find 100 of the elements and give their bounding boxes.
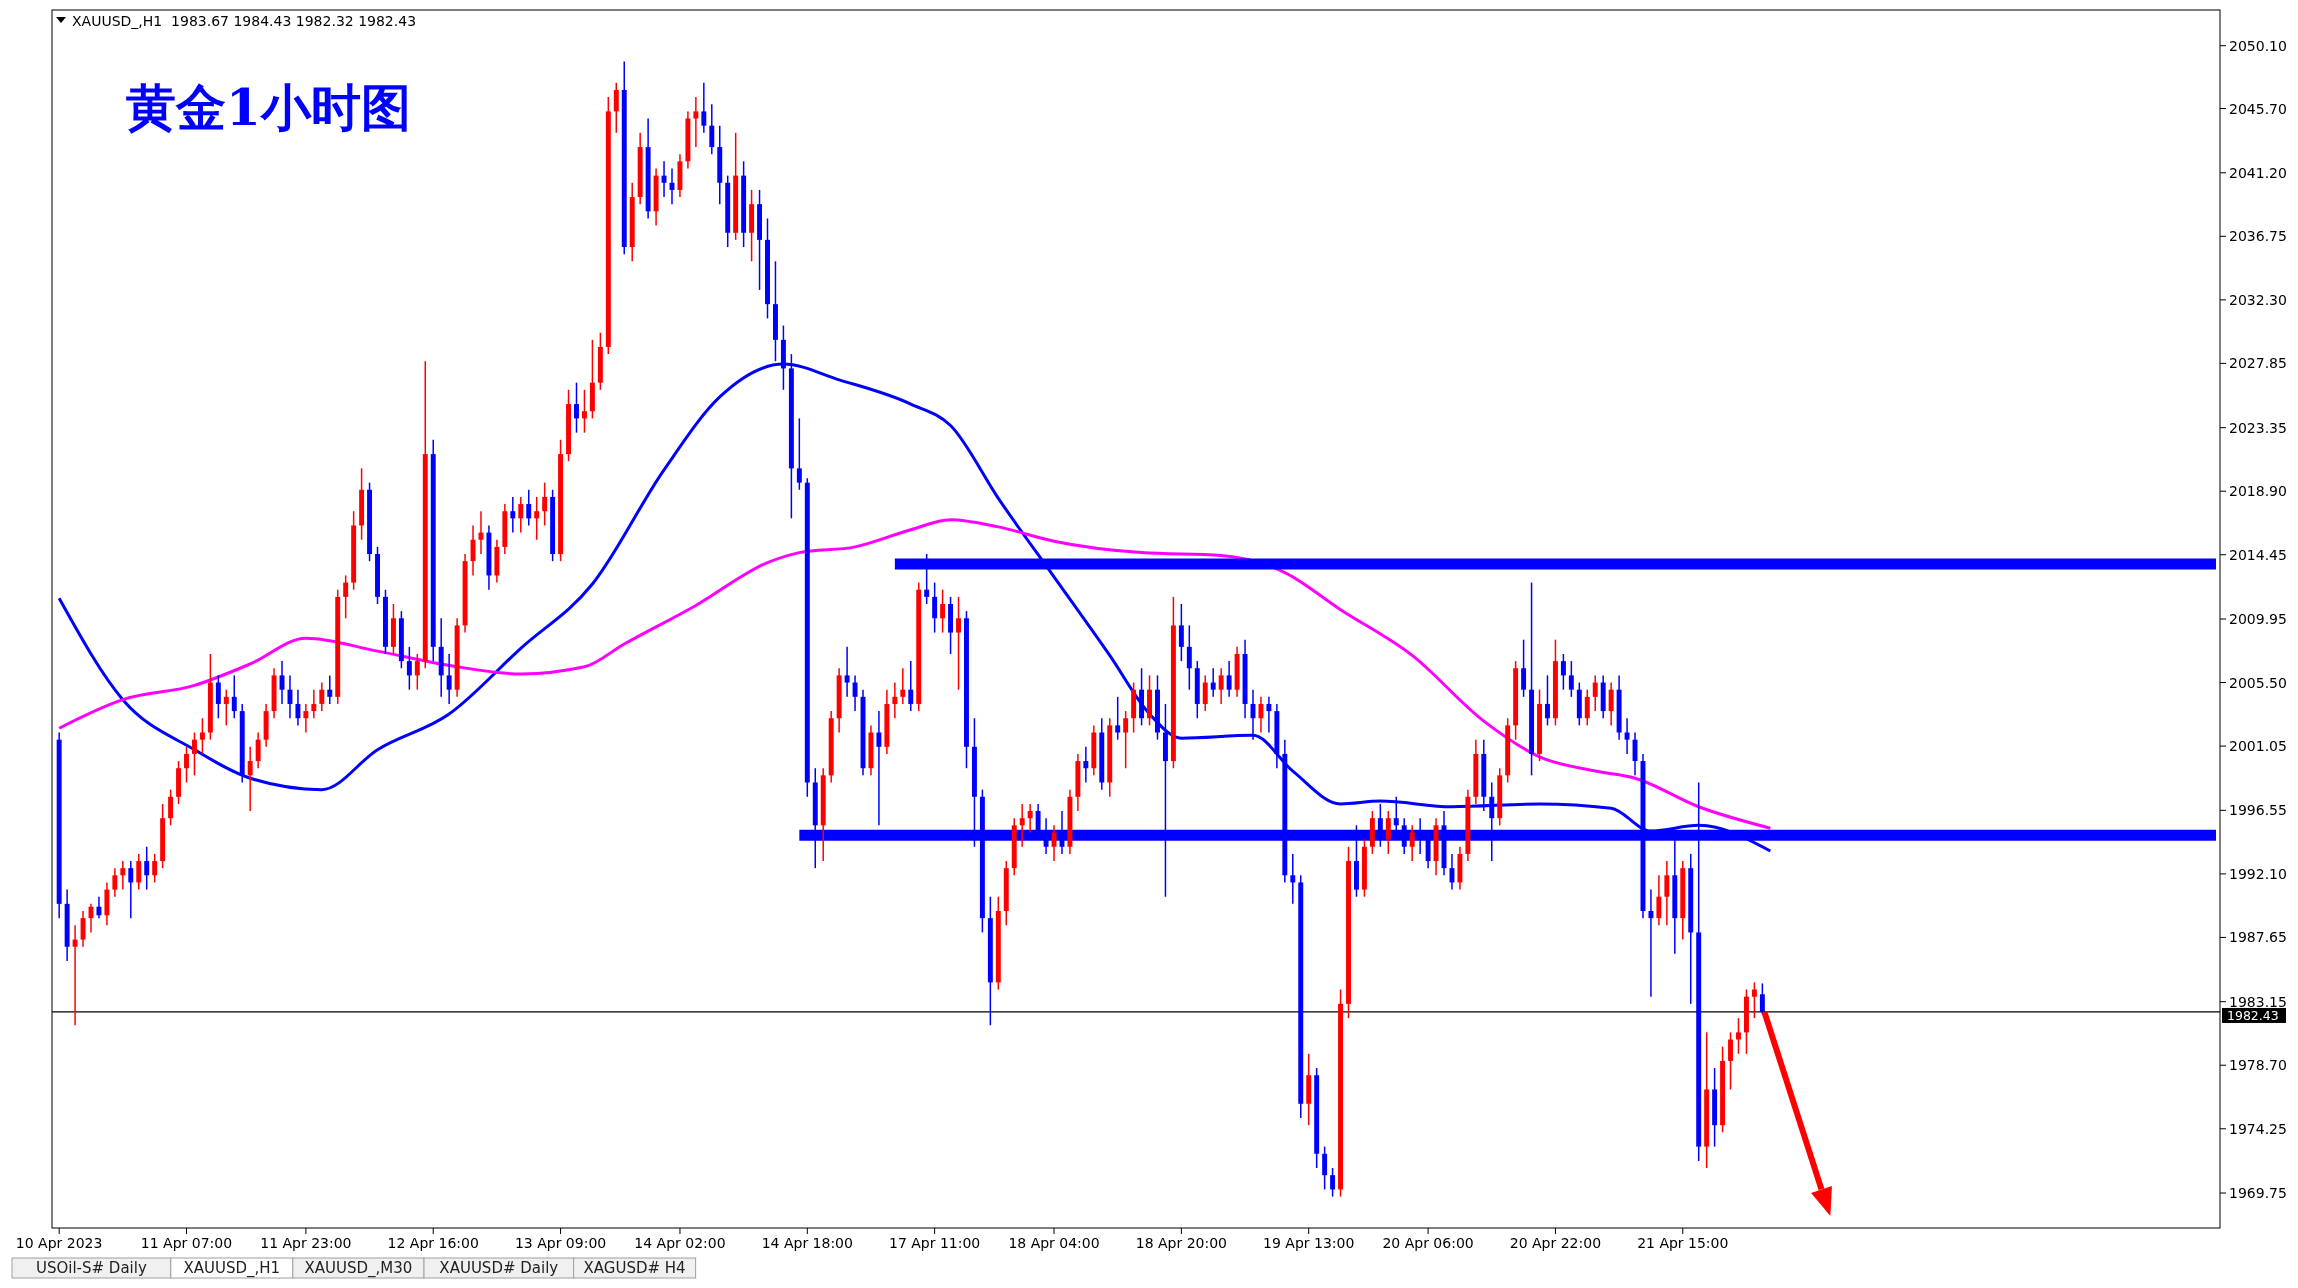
candlestick	[542, 481, 548, 527]
candlestick	[112, 867, 118, 898]
candlestick	[526, 489, 532, 527]
y-tick-label: 1987.65	[2229, 929, 2287, 946]
y-tick-label: 1996.55	[2229, 802, 2287, 819]
candlestick	[414, 653, 420, 691]
candlestick	[574, 381, 579, 434]
candlestick	[613, 82, 619, 134]
candlestick	[1592, 674, 1598, 712]
candlestick	[128, 860, 134, 919]
y-tick-label: 2036.75	[2229, 228, 2287, 245]
candlestick	[446, 653, 452, 705]
candlestick	[1759, 982, 1765, 1015]
candlestick	[1330, 1167, 1336, 1198]
candlestick	[1648, 888, 1654, 998]
candlestick	[1027, 803, 1033, 834]
candlestick	[1584, 688, 1590, 727]
candlestick	[319, 681, 325, 712]
y-tick-label: 2018.90	[2229, 483, 2287, 500]
candlestick	[518, 496, 524, 534]
candlestick	[152, 853, 158, 884]
candlestick	[1202, 674, 1208, 712]
candlestick	[510, 496, 516, 534]
y-tick-label: 2005.50	[2229, 674, 2287, 691]
y-tick-label: 2032.30	[2229, 291, 2287, 308]
x-tick-label: 13 Apr 09:00	[514, 1235, 607, 1251]
candlestick	[796, 417, 802, 491]
candlestick	[184, 746, 189, 784]
candlestick	[1560, 653, 1566, 691]
candlestick	[1728, 1031, 1733, 1091]
candlestick	[1123, 710, 1129, 769]
candlestick	[1624, 717, 1630, 755]
ref-line-label: 1982.43	[2227, 1007, 2279, 1023]
candlestick	[701, 82, 707, 134]
candlestick	[1266, 696, 1272, 734]
candlestick	[1521, 638, 1527, 698]
candlestick	[1290, 853, 1296, 905]
y-tick-label: 2027.85	[2229, 355, 2287, 372]
candlestick	[661, 160, 667, 198]
candlestick	[136, 853, 142, 891]
x-tick-label: 18 Apr 20:00	[1135, 1235, 1228, 1251]
y-tick-label: 2045.70	[2229, 100, 2287, 117]
y-tick-label: 2001.05	[2229, 738, 2287, 755]
candlestick	[709, 103, 715, 155]
candlestick	[1115, 696, 1121, 741]
candlestick	[255, 731, 261, 769]
text: XAUUSD# Daily	[439, 1259, 559, 1277]
y-tick-label: 2023.35	[2229, 419, 2287, 436]
candlestick	[1083, 746, 1089, 784]
candlestick	[1385, 810, 1391, 855]
x-tick-label: 19 Apr 13:00	[1263, 1235, 1355, 1251]
candlestick	[303, 703, 309, 734]
candlestick	[80, 910, 86, 948]
candlestick	[406, 646, 412, 691]
candlestick	[1751, 981, 1757, 1019]
candlestick	[327, 674, 333, 705]
candlestick	[900, 667, 906, 705]
candlestick	[247, 746, 253, 812]
candlestick	[311, 688, 317, 719]
x-tick-label: 17 Apr 11:00	[889, 1235, 981, 1251]
y-tick-label: 1974.25	[2229, 1120, 2287, 1137]
candlestick	[1568, 660, 1574, 698]
y-tick-label: 2041.20	[2229, 164, 2287, 181]
candlestick	[1664, 860, 1670, 927]
candlestick	[223, 688, 229, 727]
candlestick	[295, 688, 301, 727]
x-tick-label: 18 Apr 04:00	[1008, 1235, 1100, 1251]
candlestick	[1178, 603, 1184, 662]
candlestick	[932, 581, 938, 634]
x-tick-label: 21 Apr 15:00	[1637, 1235, 1729, 1251]
candlestick	[581, 389, 587, 434]
candlestick	[1210, 667, 1216, 698]
candlestick	[1409, 824, 1415, 862]
candlestick	[168, 788, 174, 827]
candlestick	[844, 646, 850, 698]
candlestick	[120, 860, 126, 891]
candlestick	[892, 681, 898, 719]
candlestick	[343, 574, 349, 620]
chart-subtitle: XAUUSD_,H1 1983.67 1984.43 1982.32 1982.43	[72, 13, 417, 29]
text: XAUUSD_,H1	[183, 1259, 281, 1278]
y-tick-label: 1992.10	[2229, 865, 2287, 882]
candlestick	[1736, 1017, 1741, 1055]
text: XAGUSD# H4	[583, 1259, 686, 1277]
candlestick	[192, 731, 197, 777]
candlestick	[72, 924, 78, 1026]
x-tick-label: 14 Apr 02:00	[634, 1235, 726, 1251]
candlestick	[1226, 660, 1232, 698]
candlestick	[144, 846, 150, 891]
candlestick	[199, 717, 205, 755]
text: 黄金1小时图	[126, 78, 411, 137]
text: XAUUSD_,M30	[304, 1259, 413, 1278]
y-tick-label: 1983.15	[2229, 993, 2287, 1010]
y-tick-label: 1978.70	[2229, 1057, 2287, 1074]
y-tick-label: 1969.75	[2229, 1185, 2287, 1202]
candlestick	[215, 674, 221, 719]
x-tick-label: 12 Apr 16:00	[387, 1235, 479, 1251]
candlestick	[231, 674, 237, 719]
candlestick	[852, 674, 858, 712]
candlestick	[693, 96, 699, 148]
line-series	[57, 518, 1772, 830]
